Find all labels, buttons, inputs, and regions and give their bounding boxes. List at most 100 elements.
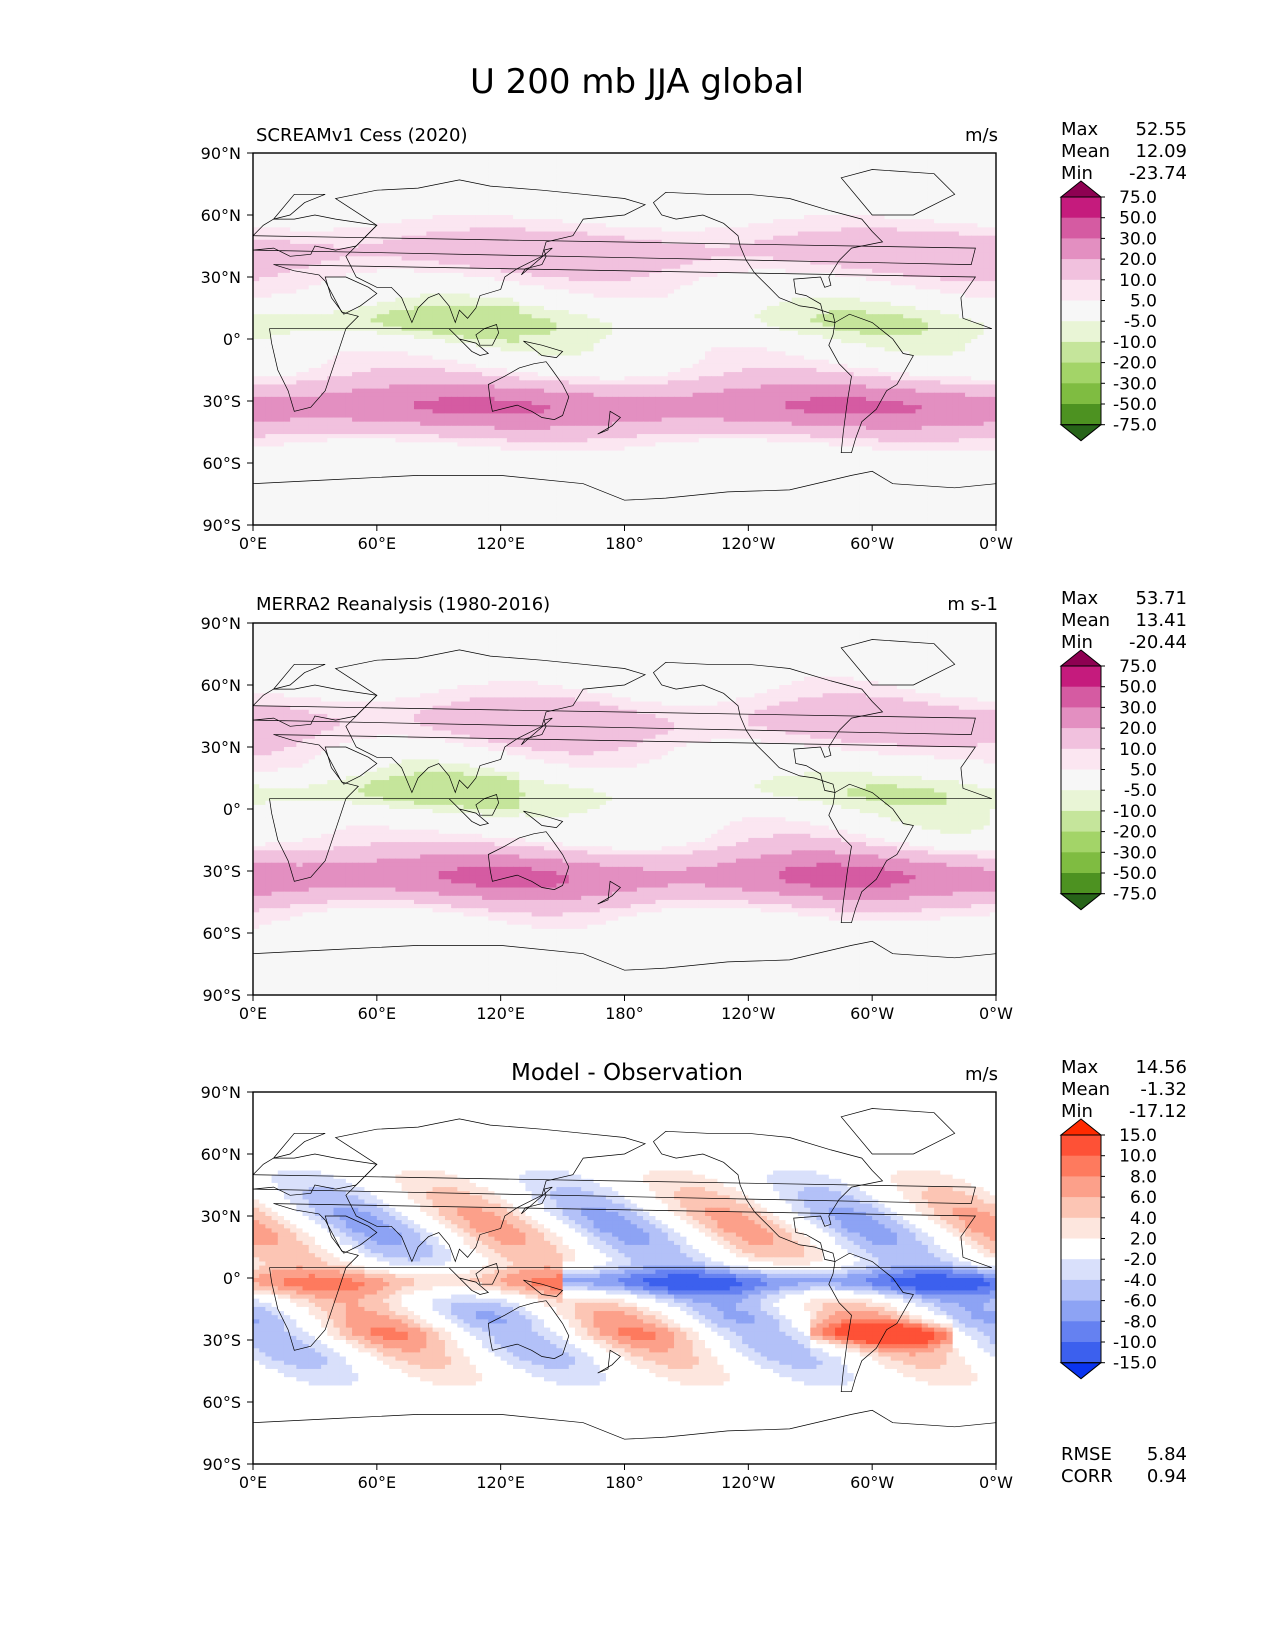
contour-cell (420, 206, 427, 212)
contour-cell (680, 169, 688, 175)
contour-cell (903, 215, 910, 220)
contour-cell (314, 173, 322, 179)
contour-cell (463, 157, 471, 162)
contour-cell (735, 243, 743, 249)
contour-cell (903, 310, 910, 315)
contour-cell (413, 314, 421, 319)
contour-cell (630, 181, 638, 187)
contour-cell (946, 190, 954, 195)
contour-cell (773, 277, 780, 282)
contour-cell (977, 305, 985, 311)
contour-cell (748, 223, 756, 228)
contour-cell (531, 314, 539, 319)
contour-cell (302, 256, 310, 262)
contour-cell (432, 186, 440, 191)
contour-cell (810, 243, 818, 249)
contour-cell (500, 268, 508, 274)
contour-cell (308, 310, 316, 315)
contour-cell (915, 177, 923, 183)
contour-cell (618, 198, 626, 204)
contour-cell (878, 305, 886, 311)
contour-cell (797, 215, 805, 220)
contour-cell (723, 223, 731, 228)
contour-cell (773, 318, 780, 324)
contour-cell (599, 153, 607, 158)
contour-cell (686, 177, 694, 183)
contour-cell (655, 227, 663, 233)
contour-cell (989, 301, 996, 307)
contour-cell (903, 202, 910, 208)
contour-cell (432, 305, 440, 311)
contour-cell (884, 256, 892, 262)
contour-cell (630, 277, 638, 282)
contour-cell (302, 289, 310, 295)
contour-cell (271, 305, 279, 311)
contour-cell (469, 322, 477, 328)
contour-cell (958, 260, 966, 266)
contour-cell (636, 264, 644, 270)
contour-cell (853, 215, 861, 220)
contour-cell (358, 223, 366, 228)
contour-cell (890, 198, 898, 204)
contour-cell (506, 186, 514, 191)
contour-cell (921, 198, 929, 204)
contour-cell (624, 181, 632, 187)
contour-cell (841, 248, 848, 253)
contour-cell (655, 181, 663, 187)
contour-cell (977, 219, 985, 224)
contour-cell (581, 215, 588, 220)
contour-cell (822, 173, 830, 179)
contour-cell (735, 173, 743, 179)
contour-cell (896, 239, 904, 245)
contour-cell (921, 314, 929, 319)
contour-cell (692, 231, 700, 237)
contour-cell (649, 248, 657, 253)
contour-cell (451, 314, 458, 319)
contour-cell (475, 272, 483, 278)
contour-cell (779, 318, 787, 324)
contour-cell (482, 264, 489, 270)
contour-cell (810, 252, 818, 257)
contour-cell (290, 235, 297, 241)
contour-cell (383, 186, 390, 191)
contour-cell (698, 297, 706, 303)
contour-cell (550, 248, 557, 253)
contour-cell (643, 314, 650, 319)
contour-cell (253, 318, 260, 324)
contour-cell (661, 153, 669, 158)
contour-cell (333, 297, 341, 303)
contour-cell (667, 264, 675, 270)
contour-cell (915, 210, 923, 216)
contour-cell (513, 239, 520, 245)
contour-cell (655, 285, 663, 290)
contour-cell (488, 248, 496, 253)
contour-cell (618, 305, 626, 311)
contour-cell (500, 206, 508, 212)
contour-cell (550, 264, 557, 270)
contour-cell (785, 264, 793, 270)
contour-cell (339, 297, 347, 303)
contour-cell (903, 186, 910, 191)
contour-cell (729, 256, 737, 262)
contour-cell (358, 260, 366, 266)
contour-cell (804, 268, 811, 274)
contour-cell (742, 181, 749, 187)
contour-cell (686, 169, 694, 175)
contour-cell (389, 177, 397, 183)
contour-cell (729, 219, 737, 224)
contour-cell (308, 186, 316, 191)
contour-cell (314, 268, 322, 274)
contour-cell (482, 181, 489, 187)
contour-cell (426, 157, 434, 162)
contour-cell (605, 206, 613, 212)
contour-cell (550, 252, 557, 257)
contour-cell (253, 215, 260, 220)
contour-cell (500, 285, 508, 290)
contour-cell (395, 252, 403, 257)
contour-cell (376, 322, 384, 328)
contour-cell (915, 181, 923, 187)
contour-cell (934, 289, 941, 295)
contour-cell (890, 277, 898, 282)
contour-cell (488, 161, 496, 166)
contour-cell (636, 157, 644, 162)
